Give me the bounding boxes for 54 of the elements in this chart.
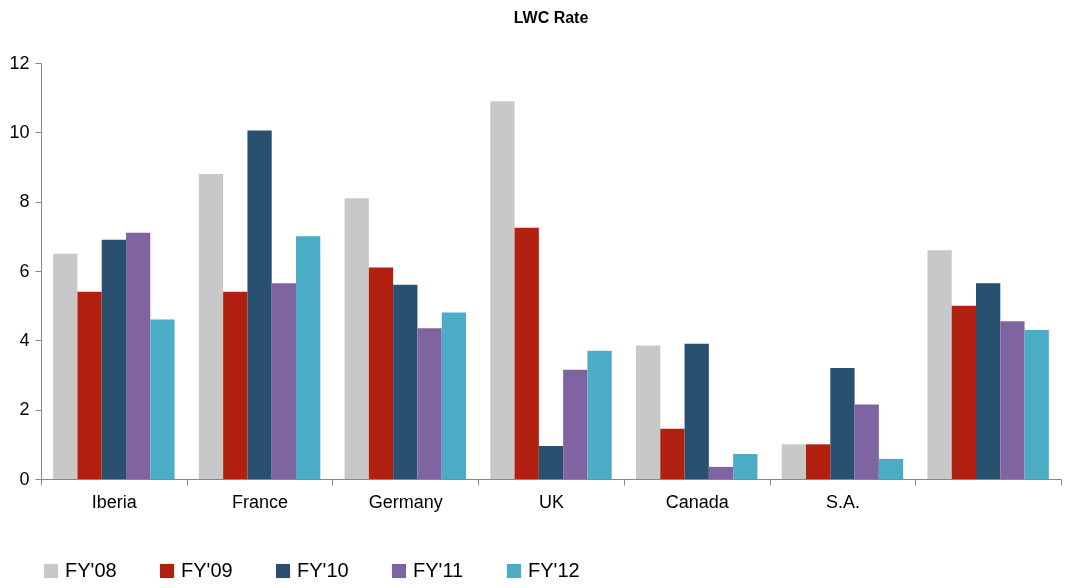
bar: [1000, 321, 1025, 479]
bar: [490, 101, 515, 479]
bar: [77, 291, 102, 479]
bar: [660, 428, 685, 479]
bar: [101, 239, 126, 479]
x-tick-label: Iberia: [91, 491, 138, 512]
y-tick-label: 10: [9, 121, 30, 142]
legend-label: FY'09: [181, 559, 233, 581]
y-tick-label: 6: [19, 260, 30, 281]
y-tick-label: 0: [19, 468, 30, 489]
bar: [441, 312, 466, 479]
bar: [733, 454, 758, 479]
bar: [53, 253, 78, 479]
bar: [927, 250, 952, 479]
bar: [587, 350, 612, 479]
y-tick-label: 4: [19, 329, 30, 350]
x-tick-label: S.A.: [825, 491, 860, 512]
y-tick-label: 12: [9, 52, 30, 73]
bar: [563, 369, 588, 479]
legend-label: FY'12: [528, 559, 580, 581]
legend-label: FY'08: [65, 559, 117, 581]
legend-label: FY'10: [297, 559, 349, 581]
bar: [951, 305, 976, 479]
x-tick-label: Canada: [665, 491, 730, 512]
y-tick-label: 8: [19, 191, 30, 212]
bar: [1024, 329, 1049, 479]
chart-title: LWC Rate: [513, 9, 589, 26]
bar: [708, 466, 734, 479]
bar: [393, 284, 418, 479]
bar: [126, 232, 151, 479]
bar: [223, 291, 248, 479]
bar: [830, 368, 855, 479]
bar: [296, 236, 321, 479]
bar: [417, 328, 442, 479]
bar: [538, 446, 564, 479]
bar: [368, 267, 394, 479]
bar: [781, 444, 806, 479]
bar: [636, 345, 661, 479]
bar: [514, 227, 539, 479]
bar: [344, 198, 369, 479]
bar: [198, 173, 224, 479]
bar: [878, 458, 904, 479]
bar: [684, 343, 709, 479]
x-tick-label: UK: [538, 491, 565, 512]
bar: [247, 130, 272, 479]
x-tick-label: France: [232, 491, 289, 512]
bar: [806, 444, 831, 479]
x-tick-label: Germany: [368, 491, 443, 512]
bar: [854, 404, 879, 479]
bar: [976, 283, 1001, 479]
bar: [271, 283, 296, 479]
y-tick-label: 2: [19, 399, 30, 420]
bar: [150, 319, 175, 479]
legend-label: FY'11: [413, 559, 464, 581]
